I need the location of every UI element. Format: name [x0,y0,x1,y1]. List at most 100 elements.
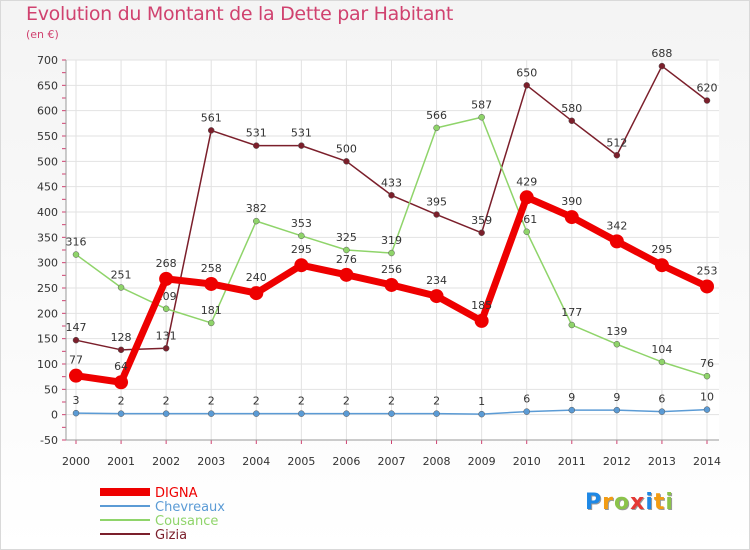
data-label: 587 [471,98,492,111]
data-point [162,305,170,313]
data-point [388,249,395,257]
data-label: 531 [291,127,312,140]
data-point [339,267,354,282]
logo-letter: o [613,490,631,515]
data-label: 429 [516,175,537,188]
data-label: 64 [114,360,128,373]
data-label: 2 [163,395,170,408]
data-label: 512 [606,136,627,149]
x-tick-label: 2005 [287,455,315,468]
legend-label: DIGNA [155,486,198,501]
data-point [478,410,485,418]
data-label: 295 [651,243,672,256]
data-point [703,406,711,413]
data-point [613,406,621,414]
data-point [568,117,576,125]
x-tick-label: 2012 [603,455,631,468]
y-tick-label: 400 [37,206,58,219]
series-digna: 77 64 268 258 240 295 276 256 234 185 429 390 342 295… [69,175,718,390]
data-point [117,284,125,291]
y-tick-label: 300 [37,257,58,270]
data-label: 256 [381,263,402,276]
x-tick-label: 2003 [197,455,225,468]
data-label: 2 [118,395,125,408]
data-label: 433 [381,176,402,189]
data-label: 9 [568,391,575,404]
logo-letter: x [630,490,646,515]
data-label: 395 [426,196,447,209]
x-tick-label: 2013 [648,455,676,468]
data-point [162,345,170,352]
data-point [568,321,576,329]
data-label: 342 [606,219,627,232]
data-label: 177 [561,306,582,319]
data-point [388,410,395,417]
data-point [298,142,305,149]
proxiti-logo: Proxiti [585,490,674,515]
series-gizia: 147 128 131 561 531 531 500 433 395 359 650 580 512 6… [66,47,718,354]
data-label: 688 [651,47,672,60]
data-label: 580 [561,102,582,115]
data-label: 382 [246,202,267,215]
x-tick-label: 2009 [468,455,496,468]
data-point [703,372,711,380]
data-label: 147 [66,321,87,334]
data-label: 234 [426,274,447,287]
y-tick-label: 150 [37,333,58,346]
data-point [523,228,530,236]
x-tick-label: 2011 [558,455,586,468]
data-label: 500 [336,142,357,155]
data-point [433,124,440,132]
data-label: 240 [246,271,267,284]
data-label: 6 [523,393,530,406]
data-point [117,346,125,354]
data-point [114,375,129,390]
data-point [253,142,260,149]
data-point [253,410,260,417]
data-label: 295 [291,243,312,256]
data-point [700,279,714,294]
data-point [613,152,621,159]
data-label: 128 [111,331,132,344]
data-point [519,190,534,205]
y-tick-label: 200 [37,307,58,320]
data-point [654,258,669,273]
data-point [298,232,305,240]
data-label: 353 [291,217,312,230]
data-point [204,276,219,291]
data-point [294,258,309,273]
data-label: 531 [246,127,267,140]
data-label: 139 [606,325,627,338]
data-label: 2 [343,395,350,408]
y-tick-label: 650 [37,79,58,92]
y-tick-label: 550 [37,130,58,143]
y-tick-label: 250 [37,282,58,295]
data-label: 77 [69,354,83,367]
chart-title: Evolution du Montant de la Dette par Hab… [26,3,454,25]
data-point [343,158,350,165]
data-label: 251 [111,268,132,281]
data-label: 390 [561,195,582,208]
data-label: 359 [471,214,492,227]
logo-letter: P [585,490,603,515]
logo-letter: i [645,490,654,515]
data-label: 9 [613,391,620,404]
data-label: 258 [201,262,222,275]
data-label: 325 [336,231,357,244]
data-point [249,286,264,301]
data-label: 620 [697,82,718,95]
data-point [159,271,174,286]
y-tick-label: 500 [37,155,58,168]
legend-label: Chevreaux [155,500,225,515]
data-point [207,127,215,134]
data-point [69,368,83,383]
x-tick-label: 2002 [152,455,180,468]
y-tick-label: 450 [37,181,58,194]
data-point [343,410,350,417]
data-label: 561 [201,111,222,124]
data-point [298,410,305,417]
data-point [384,277,399,292]
